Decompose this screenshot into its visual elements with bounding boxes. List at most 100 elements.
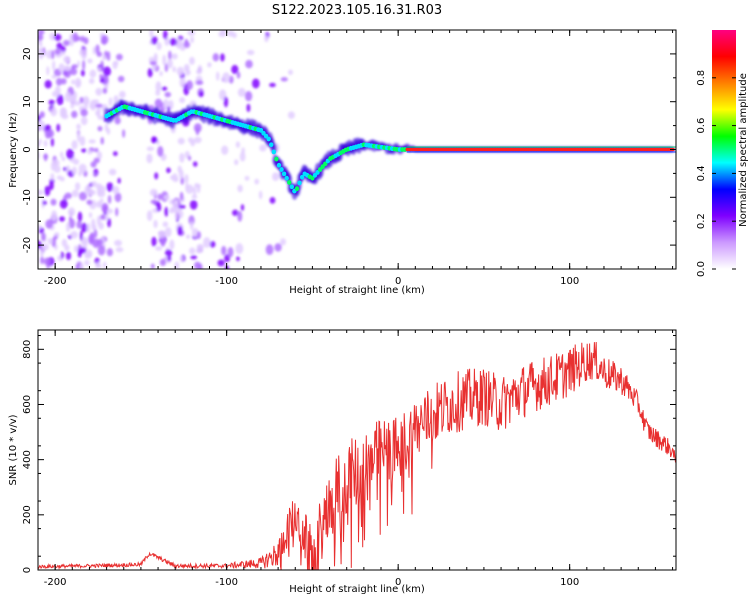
spectrogram-noise-blob [71,79,75,85]
spectrogram-noise-blob [66,222,70,233]
spectrogram-noise-blob [227,247,234,258]
spectrogram-noise-blob [89,103,95,109]
spectrogram-noise-blob [152,137,158,143]
spectrogram-noise-blob [187,155,192,161]
spectrogram-noise-blob [89,69,97,78]
spectrogram-noise-blob [76,131,81,142]
spectrogram-noise-blob [179,191,184,201]
spectrogram-noise-blob [102,87,108,94]
spectrogram-noise-blob [221,245,227,256]
spectrogram-noise-blob [81,48,87,60]
spectrogram-noise-blob [272,172,280,181]
spectrogram-noise-blob [89,234,93,243]
spectrogram-noise-blob [169,208,175,214]
spectrogram-noise-blob [60,251,64,259]
spectrogram-noise-blob [82,59,86,71]
spectrogram-noise-blob [156,42,162,50]
spectrogram-noise-blob [196,80,204,86]
ridge-point [269,142,274,148]
spectrogram-noise-blob [95,44,100,55]
spectrogram-noise-blob [223,96,229,108]
spectrogram-noise-blob [183,41,191,48]
spectrogram-noise-blob [167,254,171,262]
spectrogram-noise-blob [41,232,46,242]
spectrogram-noise-blob [157,146,164,157]
ridge-point [287,180,292,185]
spectrogram-noise-blob [153,219,158,229]
spectrogram-noise-blob [185,184,194,194]
spectrogram-noise-blob [75,35,81,42]
spectrogram-noise-blob [190,36,194,44]
snr-ytick-label: 0 [22,567,33,573]
spectrogram-noise-blob [44,79,52,89]
spectrogram-noise-blob [159,70,163,77]
spectrogram-noise-blob [61,113,69,120]
spectrogram-noise-blob [87,58,93,64]
spectrogram-noise-blob [80,69,85,77]
spectrogram-xtick-label: -100 [215,276,238,287]
spectrogram-noise-blob [190,220,194,231]
spectrogram-noise-blob [179,77,186,88]
spectrogram-noise-blob [86,249,93,258]
ridge-point [294,186,300,192]
spectrogram-noise-blob [56,42,63,50]
spectrogram-noise-blob [193,136,202,144]
spectrogram-noise-blob [84,259,90,266]
spectrogram-noise-blob [168,50,172,61]
spectrogram-noise-blob [50,173,55,181]
spectrogram-noise-blob [93,157,100,164]
snr-ytick-label: 600 [22,395,33,414]
spectrogram-noise-blob [76,123,81,130]
spectrogram-noise-blob [164,91,172,98]
spectrogram-noise-blob [44,185,51,196]
colorbar-tick-label: 0.4 [696,165,707,181]
spectrogram-noise-blob [155,246,163,251]
spectrogram-noise-blob [221,145,229,155]
ridge-point [289,184,295,190]
spectrogram-noise-blob [112,61,118,70]
spectrogram-noise-blob [265,244,274,256]
spectrogram-noise-blob [162,54,167,66]
spectrogram-noise-blob [179,152,185,163]
spectrogram-ytick-label: -10 [22,189,33,205]
spectrogram-noise-blob [38,224,42,230]
spectrogram-noise-blob [54,48,61,55]
spectrogram-noise-blob [116,53,123,61]
spectrogram-noise-blob [70,231,78,239]
spectrogram-noise-blob [195,126,200,136]
spectrogram-noise-blob [114,192,122,203]
spectrogram-noise-blob [45,219,53,229]
spectrogram-noise-blob [99,198,104,203]
spectrogram-noise-blob [87,150,93,155]
spectrogram-noise-blob [80,108,88,117]
spectrogram-noise-blob [118,90,126,99]
spectrogram-noise-blob [60,78,67,85]
spectrogram-noise-blob [269,197,276,204]
spectrogram-noise-blob [155,89,161,96]
spectrogram-noise-blob [150,199,158,204]
snr-ylabel: SNR (10 * v/v) [8,414,19,485]
spectrogram-noise-blob [106,51,111,62]
spectrogram-noise-blob [70,102,75,109]
spectrogram-noise-blob [227,30,235,37]
spectrogram-noise-blob [151,36,158,45]
spectrogram-noise-blob [93,172,98,177]
spectrogram-xtick-label: 0 [395,276,401,287]
spectrogram-noise-blob [164,227,172,237]
spectrogram-heatmap [38,30,676,269]
spectrogram-noise-blob [61,156,66,162]
spectrogram-noise-blob [106,182,114,192]
spectrogram-noise-blob [186,80,194,90]
spectrogram-noise-blob [164,206,169,217]
spectrogram-noise-blob [51,49,55,60]
spectrogram-noise-blob [66,148,74,160]
spectrogram-noise-blob [122,129,126,138]
spectrogram-noise-blob [219,89,227,101]
spectrogram-noise-blob [95,87,103,96]
spectrogram-noise-blob [169,38,178,46]
spectrogram-noise-blob [63,40,70,47]
spectrogram-noise-blob [163,30,168,40]
spectrogram-noise-blob [162,221,169,228]
spectrogram-noise-blob [81,148,87,153]
